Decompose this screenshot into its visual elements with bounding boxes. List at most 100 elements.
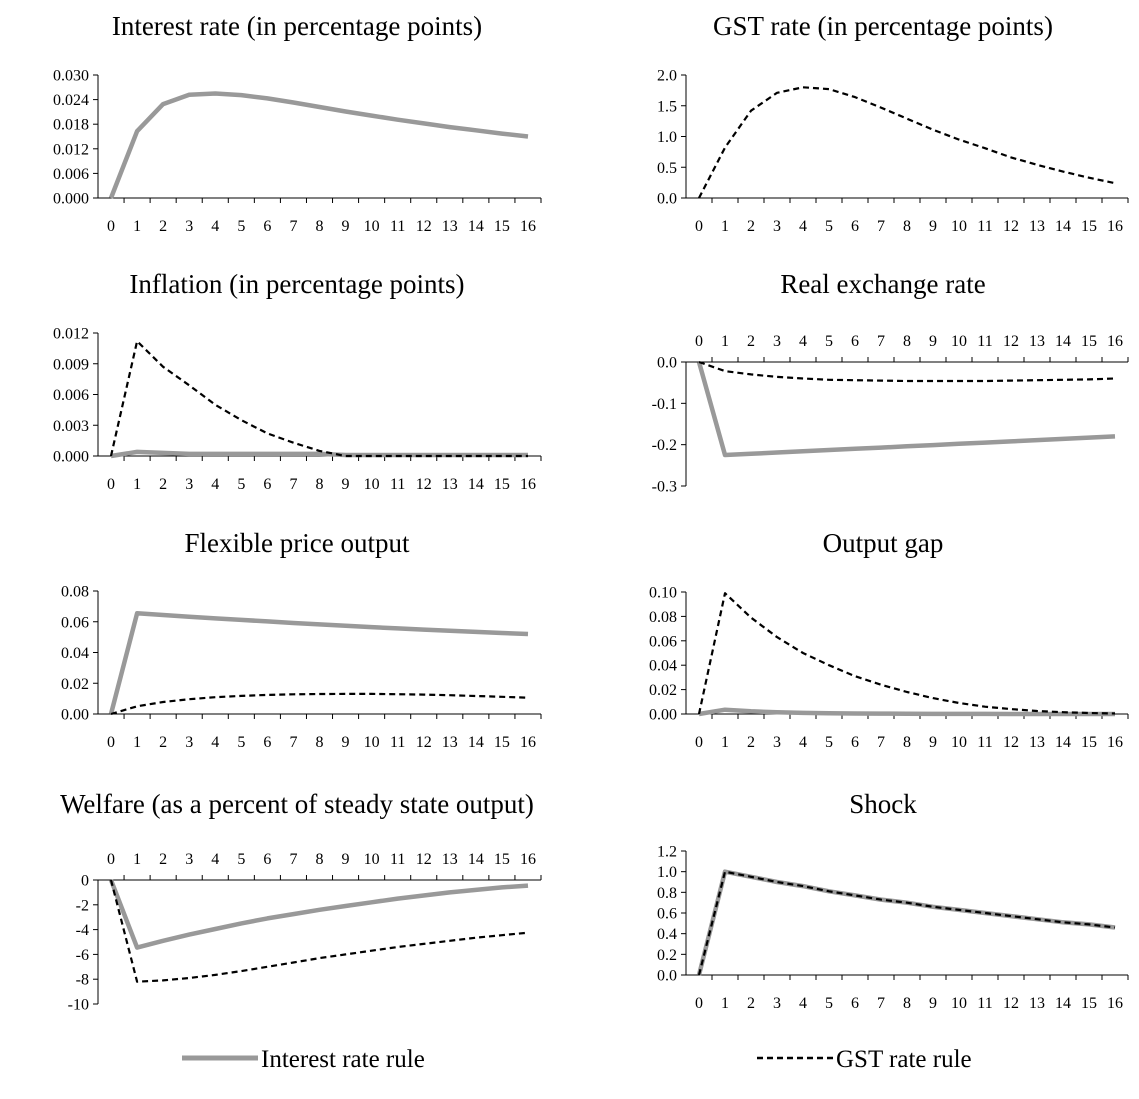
x-tick-label: 6 — [263, 218, 271, 235]
x-tick-label: 8 — [903, 218, 911, 235]
y-tick-label: 0.5 — [657, 160, 677, 177]
x-tick-label: 7 — [877, 333, 885, 350]
x-tick-label: 14 — [1055, 734, 1071, 751]
y-tick-label: 0.0 — [657, 355, 677, 372]
x-tick-label: 13 — [1029, 734, 1045, 751]
series-line-gst-rate-rule — [109, 340, 528, 458]
x-tick-label: 6 — [263, 476, 271, 493]
x-tick-label: 16 — [1107, 734, 1123, 751]
x-tick-label: 0 — [107, 476, 115, 493]
x-tick-label: 15 — [494, 734, 510, 751]
x-tick-label: 1 — [133, 734, 141, 751]
x-tick-label: 10 — [951, 333, 967, 350]
x-tick-label: 10 — [951, 995, 967, 1012]
x-tick-label: 7 — [289, 218, 297, 235]
x-tick-label: 8 — [316, 218, 324, 235]
x-tick-label: 12 — [1003, 734, 1019, 751]
x-tick-label: 5 — [237, 851, 245, 868]
x-tick-label: 7 — [289, 476, 297, 493]
x-tick-label: 11 — [390, 851, 405, 868]
x-tick-label: 4 — [211, 851, 219, 868]
y-tick-label: 0.08 — [649, 609, 677, 626]
x-tick-label: 9 — [929, 734, 937, 751]
x-tick-label: 16 — [520, 476, 536, 493]
x-tick-label: 15 — [1081, 995, 1097, 1012]
y-tick-label: 0.018 — [53, 117, 89, 134]
x-tick-label: 12 — [416, 476, 432, 493]
y-tick-label: 2.0 — [657, 68, 677, 85]
x-tick-label: 12 — [1003, 333, 1019, 350]
x-tick-label: 12 — [1003, 218, 1019, 235]
x-tick-label: 5 — [825, 734, 833, 751]
series-line-interest-rate-rule — [696, 869, 1116, 976]
x-tick-label: 4 — [799, 734, 807, 751]
x-tick-label: 0 — [107, 851, 115, 868]
x-tick-label: 13 — [442, 851, 458, 868]
x-tick-label: 0 — [695, 333, 703, 350]
x-tick-label: 15 — [494, 218, 510, 235]
x-tick-label: 6 — [263, 734, 271, 751]
y-tick-label: -0.3 — [652, 479, 677, 496]
x-tick-label: 11 — [390, 476, 405, 493]
x-tick-label: 0 — [695, 734, 703, 751]
x-tick-label: 13 — [1029, 218, 1045, 235]
x-tick-label: 7 — [877, 218, 885, 235]
x-tick-label: 3 — [773, 333, 781, 350]
x-tick-label: 15 — [1081, 333, 1097, 350]
y-tick-label: 0.02 — [61, 676, 89, 693]
y-tick-label: 0.030 — [53, 68, 89, 85]
y-tick-label: 0.8 — [657, 885, 677, 902]
x-tick-label: 13 — [1029, 995, 1045, 1012]
x-tick-label: 10 — [364, 734, 380, 751]
series-line-gst-rate-rule — [109, 879, 529, 983]
x-tick-label: 4 — [799, 995, 807, 1012]
y-tick-label: 0.003 — [53, 418, 89, 435]
x-tick-label: 10 — [364, 218, 380, 235]
x-tick-label: 3 — [773, 734, 781, 751]
y-tick-label: -4 — [76, 922, 89, 939]
series-line-gst-rate-rule — [110, 692, 529, 716]
series-line-gst-rate-rule — [697, 870, 1116, 976]
y-tick-label: -2 — [76, 897, 89, 914]
y-tick-label: 0.006 — [53, 166, 89, 183]
x-tick-label: 6 — [851, 333, 859, 350]
series-line-interest-rate-rule — [108, 879, 529, 950]
x-tick-label: 6 — [263, 851, 271, 868]
y-tick-label: 0 — [81, 873, 89, 890]
x-tick-label: 0 — [695, 995, 703, 1012]
y-tick-label: 0.06 — [61, 614, 89, 631]
y-tick-label: 0.4 — [657, 926, 677, 943]
x-tick-label: 11 — [390, 218, 405, 235]
x-tick-label: 13 — [442, 734, 458, 751]
y-tick-label: 0.006 — [53, 387, 89, 404]
chart-panel-welfare-as-a: Welfare (as a percent of steady state ou… — [60, 789, 542, 1014]
x-tick-label: 12 — [416, 734, 432, 751]
chart-title: Output gap — [823, 528, 944, 558]
y-tick-label: 1.0 — [657, 129, 677, 146]
y-tick-label: 0.2 — [657, 947, 677, 964]
y-tick-label: -8 — [76, 972, 89, 989]
chart-panel-real-exchange-rate: Real exchange rate-0.3-0.2-0.10.00 1 2 3 4 5 6… — [652, 269, 1129, 496]
x-tick-label: 5 — [237, 476, 245, 493]
legend: Interest rate rule GST rate rule — [182, 1046, 972, 1073]
x-tick-label: 1 — [721, 333, 729, 350]
legend-label-interest-rate-rule: Interest rate rule — [261, 1046, 425, 1073]
x-tick-label: 11 — [977, 995, 992, 1012]
x-tick-label: 14 — [468, 734, 484, 751]
x-tick-label: 16 — [520, 851, 536, 868]
series-line-interest-rate-rule — [698, 707, 1115, 717]
chart-panel-inflation-in-percentage: Inflation (in percentage points) 0.000 0.0… — [53, 269, 542, 493]
x-tick-label: 8 — [903, 333, 911, 350]
x-tick-label: 8 — [316, 851, 324, 868]
x-tick-label: 4 — [211, 218, 219, 235]
chart-title: Flexible price output — [185, 528, 410, 558]
x-tick-label: 0 — [695, 218, 703, 235]
x-tick-label: 7 — [289, 851, 297, 868]
x-tick-label: 14 — [468, 851, 484, 868]
y-tick-label: -0.2 — [652, 437, 677, 454]
x-tick-label: 2 — [159, 476, 167, 493]
x-tick-label: 2 — [159, 218, 167, 235]
x-tick-label: 4 — [799, 218, 807, 235]
